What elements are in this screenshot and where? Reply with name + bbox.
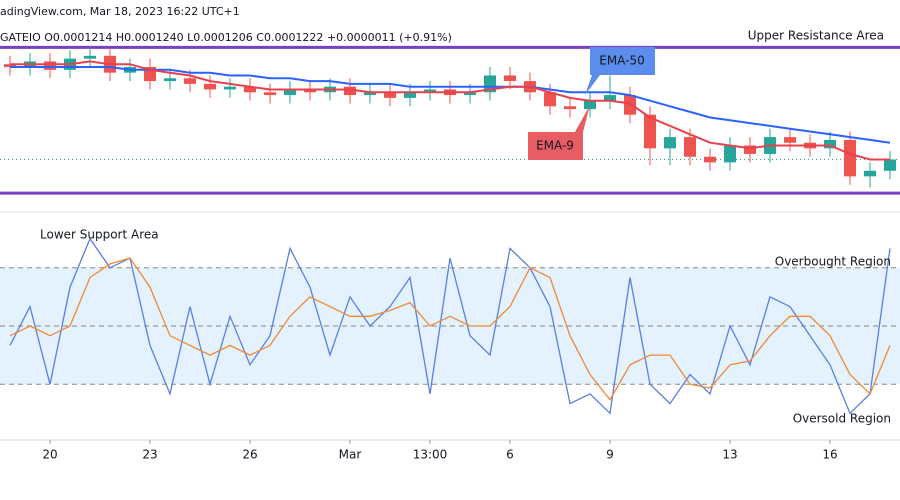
candle-body [864,170,876,177]
candle-body [284,89,296,96]
x-tick-label: 20 [42,448,57,462]
candle-body [384,92,396,98]
candle-body [224,86,236,90]
candle-body [44,61,56,70]
candle-body [484,75,496,93]
candle-body [824,139,836,149]
candle-body [344,86,356,96]
x-tick-label: 6 [506,448,514,462]
candle-body [684,137,696,157]
candle-body [664,137,676,149]
candle-body [844,139,856,177]
plot-layer [0,45,900,444]
x-tick-label: Mar [339,448,362,462]
candle-body [504,75,516,82]
candle-body [464,92,476,96]
x-tick-label: 26 [242,448,257,462]
candle-body [704,156,716,163]
candle-body [364,92,376,96]
candle-body [564,106,576,110]
oscillator-line [9,257,891,401]
candle-body [244,86,256,93]
x-tick-label: 9 [606,448,614,462]
x-tick-label: 16 [822,448,837,462]
ema50-callout [585,47,655,95]
candle-body [584,100,596,110]
resistance-label: Upper Resistance Area [748,29,884,43]
candle-body [404,92,416,98]
candle-body [624,95,636,115]
x-tick-label: 13:00 [413,448,448,462]
x-tick-label: 23 [142,448,157,462]
candle-body [724,145,736,163]
candle-body [264,92,276,96]
candle-body [604,95,616,101]
support-label: Lower Support Area [40,228,159,242]
candle-body [304,89,316,93]
candle-body [784,137,796,143]
ema50-label: EMA-50 [599,54,644,68]
overbought-label: Overbought Region [775,255,891,269]
candle-body [204,83,216,90]
candle-body [424,89,436,93]
oversold-label: Oversold Region [793,412,891,426]
oscillator-line [9,237,891,415]
source-title: adingView.com, Mar 18, 2023 16:22 UTC+1 [0,5,240,18]
candle-body [544,92,556,107]
ohlc-header: GATEIO O0.0001214 H0.0001240 L0.0001206 … [0,31,452,44]
candle-body [644,114,656,149]
ema-line [10,60,890,161]
candle-body [4,64,16,68]
candle-body [164,78,176,82]
candle-body [84,55,96,59]
x-tick-label: 13 [722,448,737,462]
candle-body [744,145,756,154]
candle-body [184,78,196,84]
candle-body [884,159,896,171]
ema9-label: EMA-9 [536,139,574,153]
ema9-callout [528,105,590,160]
